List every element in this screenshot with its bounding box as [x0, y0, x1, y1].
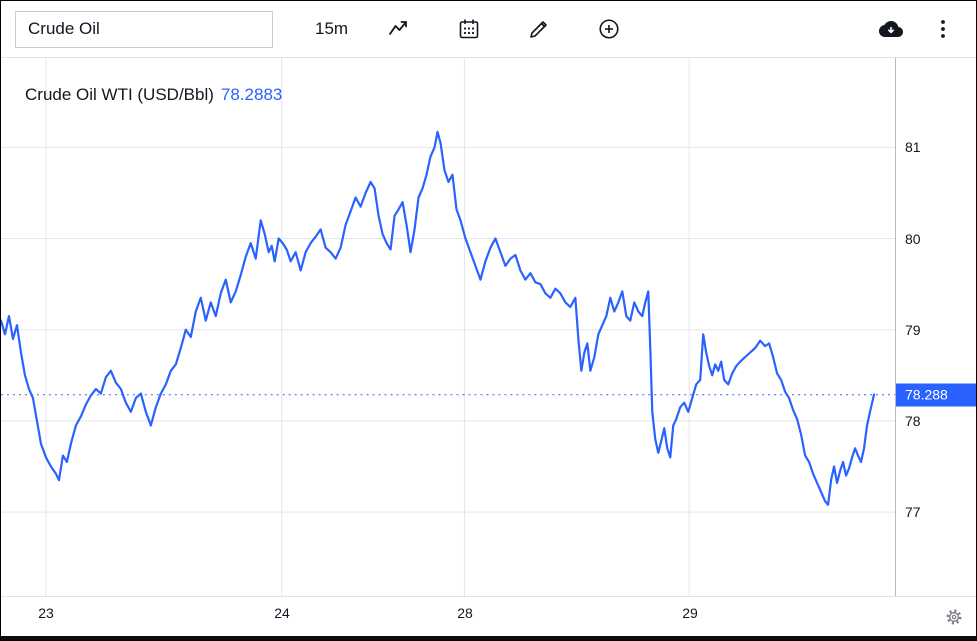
toolbar-right	[872, 10, 962, 48]
legend-symbol: Crude Oil WTI (USD/Bbl)	[25, 85, 214, 104]
time-axis-label: 28	[457, 605, 473, 621]
time-axis-row: 23 24 28 29	[1, 596, 976, 636]
axis-settings[interactable]	[895, 597, 976, 636]
plot-pane[interactable]: Crude Oil WTI (USD/Bbl) 78.2883	[1, 58, 895, 596]
price-axis[interactable]: 78.288 77 78 79 80 81	[895, 58, 976, 596]
time-axis[interactable]: 23 24 28 29	[1, 597, 895, 636]
last-price-label: 78.288	[896, 383, 976, 407]
cloud-download-icon	[879, 21, 903, 37]
price-chart	[1, 58, 895, 596]
time-axis-label: 23	[38, 605, 54, 621]
line-chart-icon	[389, 21, 407, 35]
price-axis-label: 78	[905, 412, 921, 429]
pencil-icon	[530, 21, 547, 38]
price-axis-label: 77	[905, 504, 921, 521]
gear-icon	[946, 609, 962, 624]
toolbar: 15m	[1, 1, 976, 58]
plus-circle-icon	[599, 19, 619, 39]
kebab-menu-icon	[941, 20, 945, 38]
calendar-icon	[459, 19, 479, 39]
draw-button[interactable]	[520, 10, 558, 48]
time-axis-label: 24	[274, 605, 290, 621]
chart-area: Crude Oil WTI (USD/Bbl) 78.2883 78.288 77…	[1, 58, 976, 596]
price-series-line	[1, 130, 876, 506]
time-axis-label: 29	[682, 605, 698, 621]
interval-button[interactable]: 15m	[315, 19, 349, 38]
chart-style-button[interactable]	[380, 10, 418, 48]
legend-price: 78.2883	[220, 85, 283, 104]
price-axis-label: 80	[905, 230, 921, 247]
symbol-search-input[interactable]	[15, 10, 273, 48]
price-axis-label: 79	[905, 321, 921, 338]
add-indicator-button[interactable]	[590, 10, 628, 48]
save-cloud-button[interactable]	[872, 10, 910, 48]
window-edge	[1, 636, 976, 640]
chart-legend: Crude Oil WTI (USD/Bbl) 78.2883	[25, 85, 282, 105]
menu-button[interactable]	[924, 10, 962, 48]
price-axis-label: 81	[905, 139, 921, 156]
calendar-button[interactable]	[450, 10, 488, 48]
